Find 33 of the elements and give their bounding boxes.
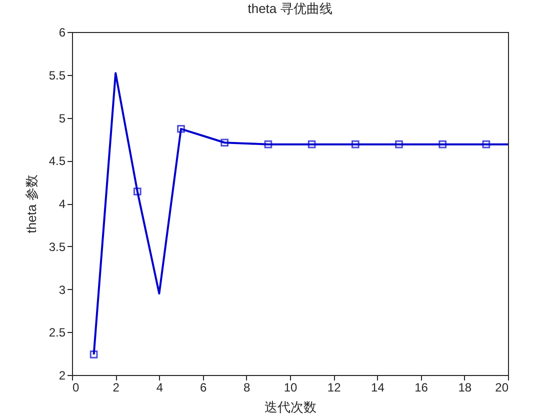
point xyxy=(220,138,229,147)
point xyxy=(308,140,316,148)
y-axis-title: theta 参数 xyxy=(24,174,39,234)
point xyxy=(438,140,447,148)
y-tick-label: 2.5 xyxy=(48,326,66,340)
x-axis-title: 迭代次数 xyxy=(264,400,316,414)
chart-title: theta 寻优曲线 xyxy=(248,1,332,16)
y-tick-label: 4.5 xyxy=(48,154,66,168)
point xyxy=(90,350,98,358)
x-tick-label: 0 xyxy=(72,380,80,394)
y-tick-label: 4 xyxy=(58,197,66,211)
y-tick-label: 6 xyxy=(58,26,66,40)
y-tick-label: 3 xyxy=(58,282,66,297)
point xyxy=(177,124,185,133)
point xyxy=(395,140,403,148)
x-tick-label: 4 xyxy=(156,380,164,394)
x-tick-label: 10 xyxy=(284,380,298,394)
x-tick-label: 16 xyxy=(414,380,428,394)
x-tick-label: 14 xyxy=(371,380,385,394)
x-tick-label: 20 xyxy=(495,380,509,394)
point xyxy=(133,188,142,196)
y-tick-label: 5.5 xyxy=(48,68,66,82)
y-tick-label: 5 xyxy=(58,111,66,126)
x-tick-label: 6 xyxy=(200,380,207,394)
point xyxy=(482,140,490,148)
y-tick-label: 3.5 xyxy=(48,240,66,254)
x-tick-label: 2 xyxy=(112,380,120,394)
point xyxy=(351,140,360,148)
x-tick-label: 12 xyxy=(327,380,342,394)
x-tick-label: 18 xyxy=(458,380,472,394)
y-tick-label: 2 xyxy=(58,368,66,382)
point xyxy=(264,140,272,148)
x-tick-label: 8 xyxy=(244,380,251,394)
